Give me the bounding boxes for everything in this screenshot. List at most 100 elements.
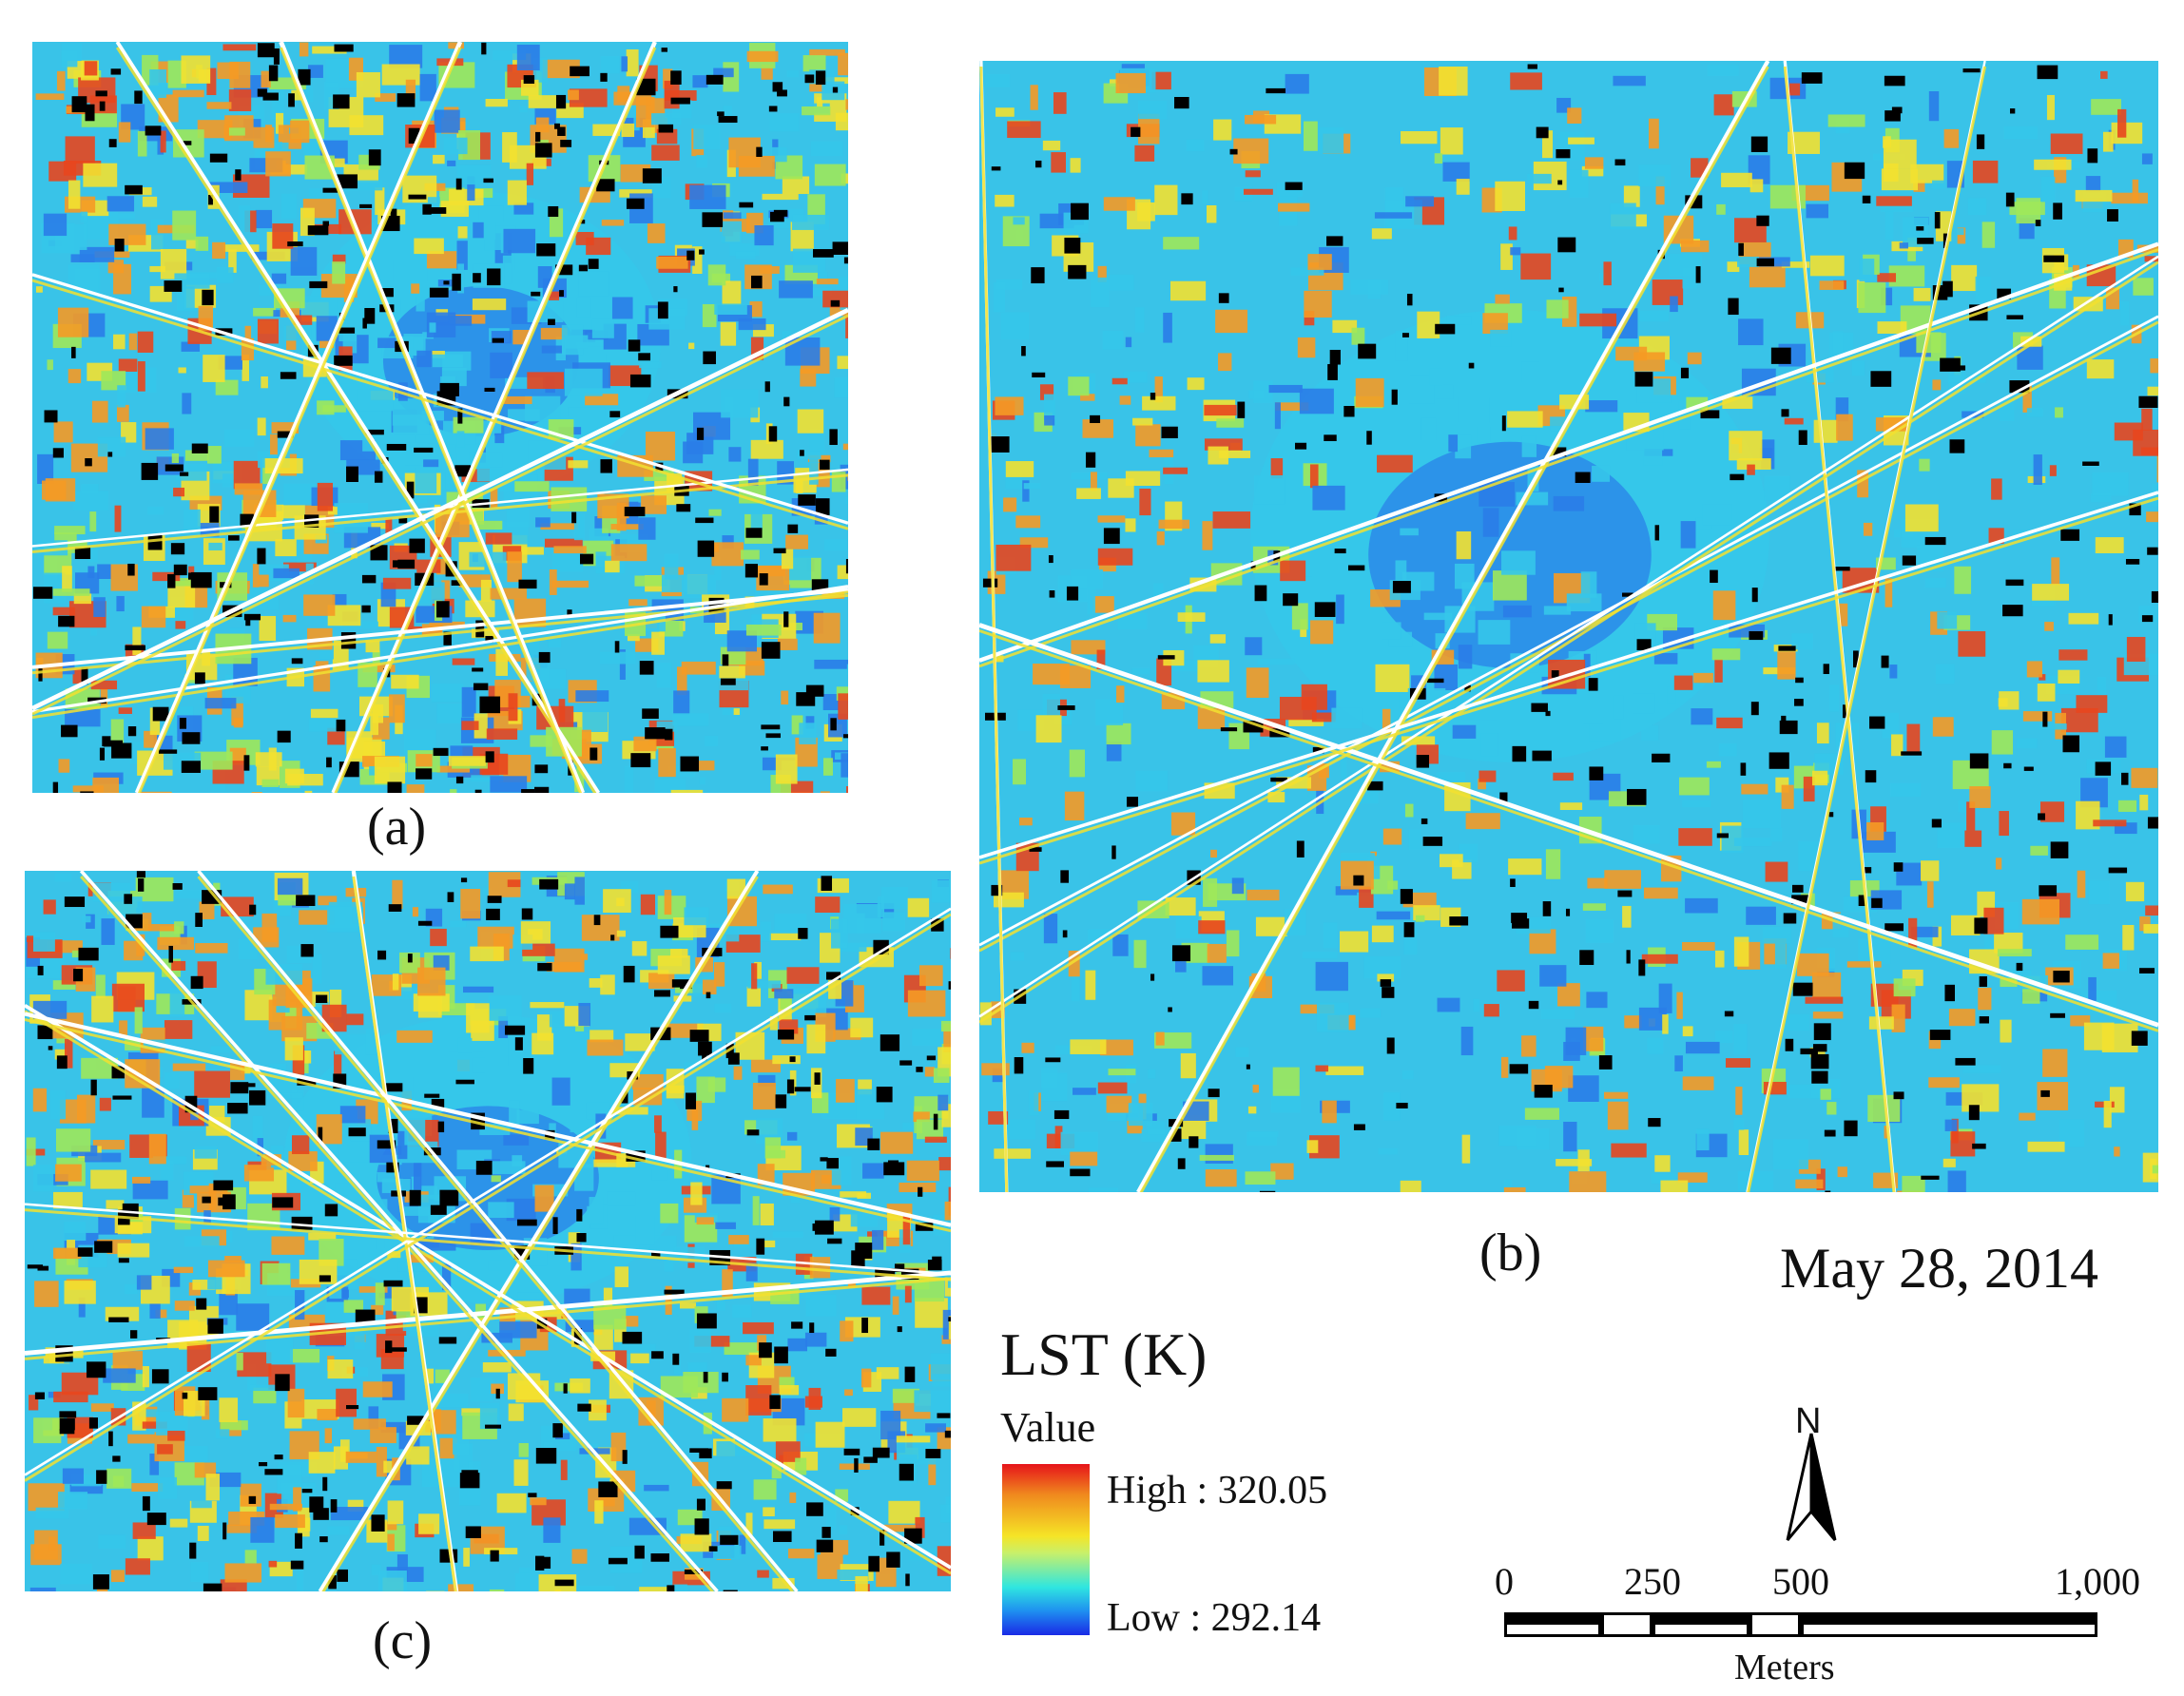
land-patch bbox=[1479, 482, 1515, 507]
land-patch bbox=[1207, 943, 1227, 963]
land-patch bbox=[696, 1217, 714, 1225]
land-patch bbox=[1972, 160, 1999, 183]
land-patch bbox=[644, 1484, 669, 1492]
shadow-patch bbox=[130, 1330, 138, 1339]
shadow-patch bbox=[654, 990, 671, 997]
shadow-patch bbox=[559, 290, 564, 298]
land-patch bbox=[819, 271, 828, 283]
land-patch bbox=[1787, 1084, 1822, 1099]
land-patch bbox=[81, 915, 91, 923]
shadow-patch bbox=[1509, 1064, 1529, 1074]
land-patch bbox=[41, 480, 67, 500]
land-patch bbox=[1071, 472, 1108, 480]
land-patch bbox=[1429, 368, 1443, 386]
shadow-patch bbox=[842, 734, 848, 739]
shadow-patch bbox=[1229, 148, 1238, 155]
land-patch bbox=[226, 1524, 258, 1533]
land-patch bbox=[785, 534, 808, 549]
land-patch bbox=[309, 188, 331, 200]
land-patch bbox=[335, 1183, 348, 1196]
land-patch bbox=[689, 184, 726, 209]
shadow-patch bbox=[1893, 1091, 1904, 1100]
shadow-patch bbox=[322, 1476, 328, 1492]
shadow-patch bbox=[814, 1072, 821, 1085]
shadow-patch bbox=[2023, 766, 2034, 771]
land-patch bbox=[372, 703, 384, 723]
land-patch bbox=[290, 120, 310, 144]
land-patch bbox=[1712, 590, 1736, 621]
shadow-patch bbox=[296, 895, 316, 906]
shadow-patch bbox=[1174, 97, 1189, 109]
land-patch bbox=[1051, 152, 1067, 173]
land-patch bbox=[1803, 776, 1815, 802]
land-patch bbox=[411, 283, 420, 294]
land-patch bbox=[1022, 480, 1030, 502]
legend-subtitle: Value bbox=[1000, 1404, 1096, 1451]
land-patch bbox=[713, 67, 734, 78]
land-patch bbox=[797, 451, 821, 460]
land-patch bbox=[651, 1168, 668, 1181]
land-patch bbox=[611, 1470, 636, 1493]
land-patch bbox=[1607, 1101, 1629, 1130]
shadow-patch bbox=[1800, 1048, 1818, 1055]
scale-segment bbox=[1749, 1612, 1801, 1637]
shadow-patch bbox=[59, 1411, 77, 1418]
shadow-patch bbox=[1798, 430, 1807, 445]
land-patch bbox=[1884, 211, 1894, 241]
land-patch bbox=[33, 932, 55, 952]
land-patch bbox=[1332, 319, 1358, 334]
land-patch bbox=[64, 1281, 96, 1304]
shadow-patch bbox=[1343, 406, 1355, 417]
shadow-patch bbox=[1791, 895, 1809, 904]
land-patch bbox=[657, 955, 690, 974]
land-patch bbox=[1456, 179, 1470, 195]
land-patch bbox=[1226, 930, 1240, 957]
shadow-patch bbox=[85, 458, 92, 467]
shadow-patch bbox=[1501, 415, 1506, 432]
land-patch bbox=[1797, 953, 1829, 976]
shadow-patch bbox=[630, 753, 651, 768]
land-patch bbox=[1540, 1009, 1575, 1019]
shadow-patch bbox=[777, 89, 787, 97]
shadow-patch bbox=[2006, 315, 2023, 319]
land-patch bbox=[1377, 973, 1395, 982]
land-patch bbox=[1116, 685, 1125, 703]
land-patch bbox=[160, 1160, 174, 1181]
shadow-patch bbox=[548, 205, 559, 218]
shadow-patch bbox=[1295, 442, 1307, 450]
land-patch bbox=[1678, 828, 1712, 846]
land-patch bbox=[1928, 91, 1940, 122]
shadow-patch bbox=[490, 1550, 499, 1562]
land-patch bbox=[763, 1519, 796, 1530]
shadow-patch bbox=[1654, 525, 1660, 541]
land-patch bbox=[336, 1388, 358, 1417]
land-patch bbox=[1503, 1186, 1526, 1192]
land-patch bbox=[259, 284, 282, 297]
shadow-patch bbox=[2005, 579, 2024, 587]
land-patch bbox=[506, 507, 531, 528]
shadow-patch bbox=[699, 249, 705, 255]
land-patch bbox=[2145, 905, 2158, 916]
land-patch bbox=[1682, 941, 1715, 951]
land-patch bbox=[1691, 708, 1713, 725]
land-patch bbox=[570, 1378, 590, 1394]
land-patch bbox=[500, 395, 532, 405]
land-patch bbox=[92, 1140, 126, 1150]
shadow-patch bbox=[485, 751, 494, 763]
land-patch bbox=[252, 1115, 263, 1144]
land-patch bbox=[1202, 190, 1208, 203]
land-patch bbox=[333, 1446, 349, 1470]
land-patch bbox=[570, 1243, 582, 1271]
shadow-patch bbox=[152, 706, 169, 722]
land-patch bbox=[1199, 1154, 1234, 1161]
shadow-patch bbox=[894, 1263, 905, 1272]
land-patch bbox=[994, 281, 1005, 313]
land-patch bbox=[1877, 273, 1897, 282]
shadow-patch bbox=[534, 143, 552, 158]
land-patch bbox=[721, 221, 743, 243]
land-patch bbox=[641, 495, 667, 514]
land-patch bbox=[1459, 843, 1478, 863]
shadow-patch bbox=[982, 578, 998, 588]
land-patch bbox=[821, 1174, 841, 1184]
land-patch bbox=[459, 1486, 481, 1506]
